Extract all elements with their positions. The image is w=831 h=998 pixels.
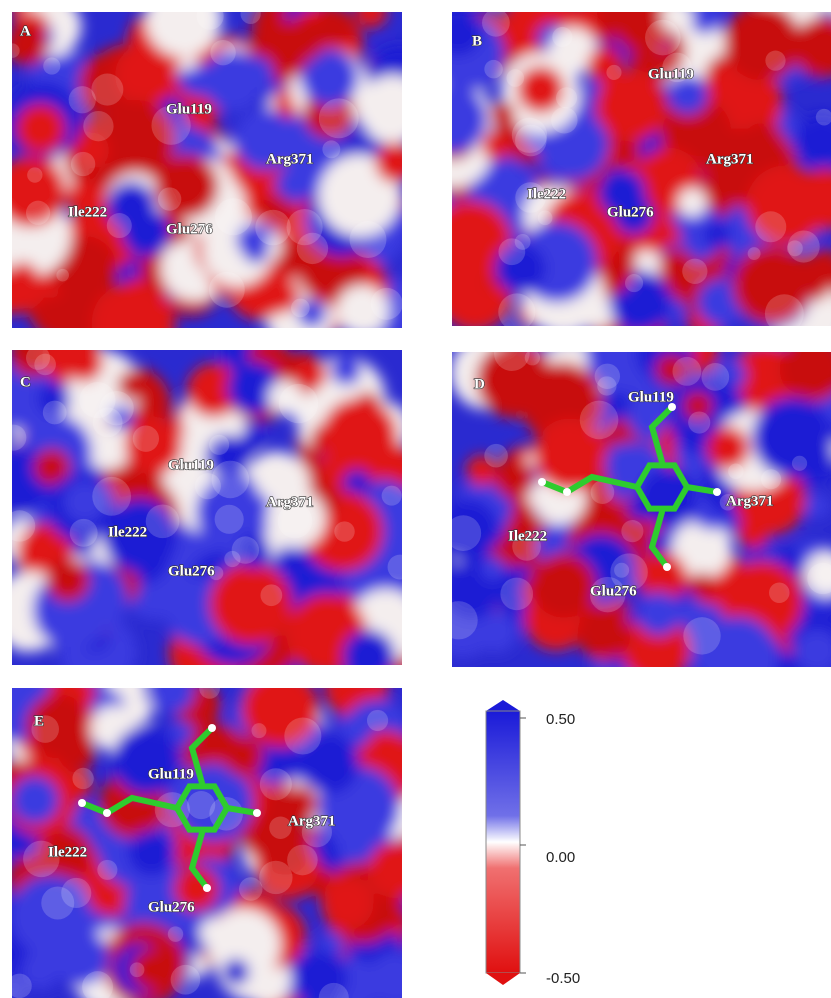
colorbar-max: 0.50 bbox=[546, 711, 575, 728]
residue-label: Glu276 bbox=[168, 563, 215, 579]
residue-label: Ile222 bbox=[508, 528, 547, 544]
residue-label: Ile222 bbox=[68, 204, 107, 220]
panel-letter: D bbox=[474, 376, 485, 392]
residue-label: Glu119 bbox=[166, 101, 212, 117]
surface-texture bbox=[412, 0, 831, 356]
residue-label: Glu276 bbox=[590, 583, 637, 599]
residue-label: Glu119 bbox=[648, 66, 694, 82]
panel-letter: B bbox=[472, 33, 482, 49]
residue-label: Glu276 bbox=[148, 899, 195, 915]
residue-label: Arg371 bbox=[726, 493, 774, 509]
surface-panel: E Glu119 Arg371 Ile222 Glu276 bbox=[0, 656, 443, 998]
figure: A Glu119 Arg371 Ile222 Glu276 B Glu119 Arg371 Il… bbox=[0, 0, 831, 998]
surface-panel: D Glu119 Arg371 Ile222 Glu276 bbox=[427, 314, 831, 698]
residue-label: Arg371 bbox=[288, 813, 336, 829]
panel-letter: E bbox=[34, 713, 44, 729]
residue-label: Glu276 bbox=[607, 204, 654, 220]
residue-label: Arg371 bbox=[706, 151, 754, 167]
residue-label: Ile222 bbox=[527, 186, 566, 202]
colorbar: 0.50 0.00 -0.50 bbox=[486, 700, 580, 987]
colorbar-arrow-top bbox=[486, 700, 520, 711]
surface-panel: C Glu119 Arg371 Ile222 Glu276 bbox=[0, 323, 430, 698]
residue-label: Glu119 bbox=[148, 766, 194, 782]
residue-label: Arg371 bbox=[266, 151, 314, 167]
colorbar-mid: 0.00 bbox=[546, 849, 575, 866]
colorbar-gradient bbox=[486, 711, 520, 973]
colorbar-min: -0.50 bbox=[546, 970, 580, 987]
residue-label: Arg371 bbox=[266, 494, 314, 510]
surface-panel: B Glu119 Arg371 Ile222 Glu276 bbox=[412, 0, 831, 356]
surface-panel: A Glu119 Arg371 Ile222 Glu276 bbox=[0, 0, 434, 365]
colorbar-arrow-bottom bbox=[486, 973, 520, 985]
surface-texture bbox=[0, 323, 430, 698]
panel-letter: C bbox=[20, 374, 31, 390]
residue-label: Glu119 bbox=[168, 457, 214, 473]
residue-label: Glu276 bbox=[166, 221, 213, 237]
panel-letter: A bbox=[20, 23, 31, 39]
residue-label: Glu119 bbox=[628, 389, 674, 405]
residue-label: Ile222 bbox=[48, 844, 87, 860]
residue-label: Ile222 bbox=[108, 524, 147, 540]
